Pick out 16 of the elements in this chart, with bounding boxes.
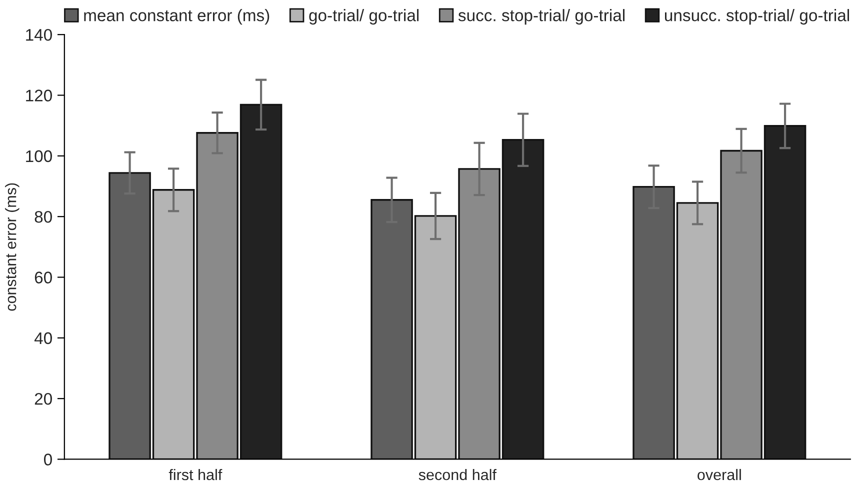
y-tick-label: 20 xyxy=(34,392,52,405)
legend-label: mean constant error (ms) xyxy=(84,9,270,25)
legend-label: unsucc. stop-trial/ go-trial xyxy=(665,9,849,25)
x-tick-label: second half xyxy=(418,468,497,480)
y-axis-title: constant error (ms) xyxy=(5,183,20,311)
x-tick-label: first half xyxy=(168,468,222,480)
y-tick-label: 120 xyxy=(26,90,52,102)
y-tick-label: 140 xyxy=(26,28,52,41)
legend-label: succ. stop-trial/ go-trial xyxy=(458,9,624,25)
y-tick-label: 100 xyxy=(26,150,52,162)
y-tick-label: 80 xyxy=(34,210,52,223)
x-tick-label: overall xyxy=(698,468,741,480)
y-tick-label: 60 xyxy=(34,272,52,284)
y-tick-label: 40 xyxy=(34,332,52,344)
y-tick-label: 0 xyxy=(44,454,52,466)
legend-label: go-trial/ go-trial xyxy=(309,9,419,25)
